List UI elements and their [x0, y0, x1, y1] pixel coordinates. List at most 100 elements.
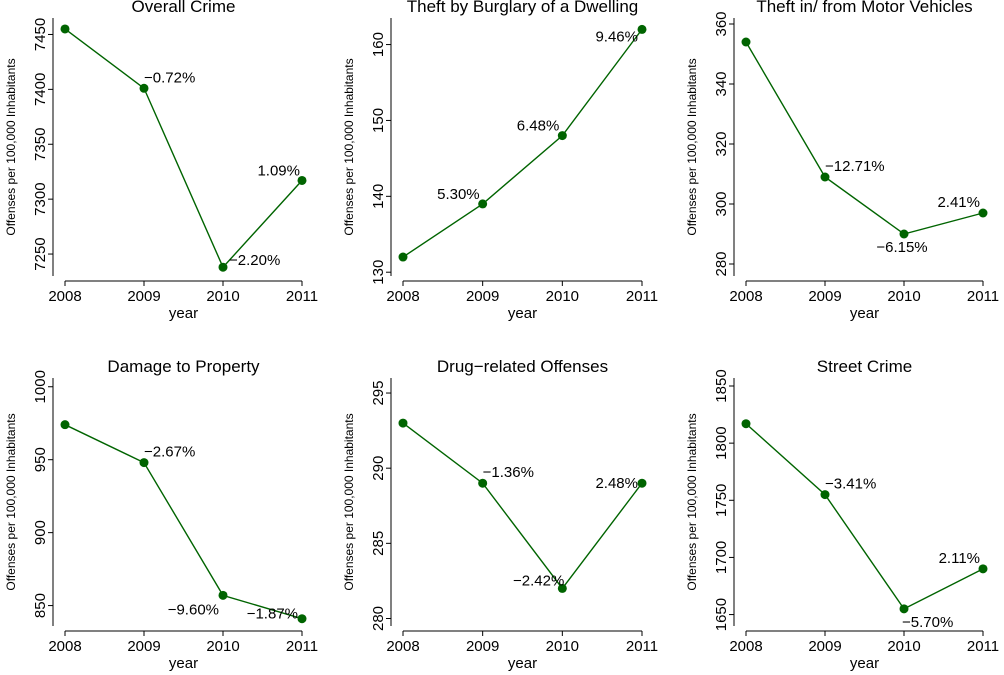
y-axis-label: Offenses per 100,000 Inhabitants: [4, 58, 18, 235]
x-tick-label: 2008: [48, 288, 81, 305]
data-point: [297, 175, 307, 185]
y-tick-label: 7400: [32, 73, 49, 106]
x-tick-label: 2008: [729, 638, 762, 655]
x-axis-label: year: [169, 655, 198, 672]
x-tick-label: 2010: [887, 638, 920, 655]
y-tick-label: 850: [32, 593, 49, 618]
data-label: 1.09%: [257, 162, 300, 179]
y-tick-label: 280: [370, 606, 387, 631]
y-tick-label: 285: [370, 531, 387, 556]
data-label: −6.15%: [876, 239, 927, 256]
y-tick-label: 360: [713, 11, 730, 36]
data-point: [557, 583, 567, 593]
data-point: [60, 24, 70, 34]
x-tick-label: 2011: [286, 288, 318, 305]
x-tick-label: 2010: [546, 288, 579, 305]
data-point: [478, 478, 488, 488]
x-tick-label: 2011: [626, 638, 658, 655]
data-point: [297, 614, 307, 624]
y-axis-label: Offenses per 100,000 Inhabitants: [342, 58, 356, 235]
panel-title: Overall Crime: [132, 0, 236, 16]
y-tick-label: 7350: [32, 128, 49, 161]
panel-title: Theft by Burglary of a Dwelling: [407, 0, 639, 16]
y-tick-label: 140: [370, 184, 387, 209]
y-tick-label: 280: [713, 251, 730, 276]
y-tick-label: 320: [713, 131, 730, 156]
y-tick-label: 1850: [713, 369, 730, 402]
series-line: [64, 28, 303, 269]
data-point: [899, 604, 909, 614]
data-point: [218, 590, 228, 600]
y-tick-label: 1750: [713, 484, 730, 517]
data-label: −0.72%: [144, 69, 195, 86]
y-axis-label: Offenses per 100,000 Inhabitants: [342, 413, 356, 590]
data-label: 9.46%: [595, 28, 638, 45]
data-label: 2.41%: [937, 194, 980, 211]
y-axis-label: Offenses per 100,000 Inhabitants: [4, 413, 18, 590]
data-point: [978, 208, 988, 218]
y-tick-label: 1800: [713, 426, 730, 459]
data-label: −5.70%: [902, 614, 953, 631]
x-tick-label: 2009: [127, 288, 160, 305]
chart-panel-3: Theft in/ from Motor Vehicles 2008 2009 201…: [685, 0, 999, 322]
x-tick-label: 2011: [626, 288, 658, 305]
x-axis-label: year: [508, 655, 537, 672]
data-point: [820, 172, 830, 182]
y-tick-label: 1650: [713, 598, 730, 631]
data-label: −2.42%: [513, 572, 564, 589]
x-tick-label: 2010: [546, 638, 579, 655]
data-point: [218, 262, 228, 272]
x-tick-label: 2009: [466, 288, 499, 305]
chart-panel-5: Drug−related Offenses 2008 2009 2010 2011 yea…: [342, 357, 658, 672]
y-axis-label: Offenses per 100,000 Inhabitants: [685, 58, 699, 235]
series-line: [402, 28, 643, 258]
x-tick-label: 2008: [48, 638, 81, 655]
x-axis-label: year: [850, 305, 879, 322]
data-point: [741, 419, 751, 429]
data-label: 2.48%: [595, 475, 638, 492]
y-tick-label: 7450: [32, 18, 49, 51]
x-tick-label: 2009: [466, 638, 499, 655]
x-tick-label: 2009: [808, 288, 841, 305]
x-tick-label: 2009: [808, 638, 841, 655]
x-axis-label: year: [508, 305, 537, 322]
y-tick-label: 290: [370, 456, 387, 481]
y-tick-label: 1000: [32, 370, 49, 403]
data-point: [139, 83, 149, 93]
y-axis-label: Offenses per 100,000 Inhabitants: [685, 413, 699, 590]
data-point: [478, 199, 488, 209]
y-tick-label: 7300: [32, 182, 49, 215]
y-tick-label: 160: [370, 32, 387, 57]
data-label: −9.60%: [168, 601, 219, 618]
data-point: [820, 490, 830, 500]
data-point: [741, 37, 751, 47]
panel-title: Damage to Property: [107, 357, 260, 376]
data-label: −3.41%: [825, 476, 876, 493]
data-label: 2.11%: [939, 550, 980, 567]
y-tick-label: 950: [32, 447, 49, 472]
x-tick-label: 2011: [967, 638, 999, 655]
data-label: −12.71%: [825, 158, 885, 175]
y-tick-label: 340: [713, 71, 730, 96]
data-point: [637, 24, 647, 34]
data-label: −2.67%: [144, 444, 195, 461]
panel-title: Theft in/ from Motor Vehicles: [756, 0, 972, 16]
chart-panel-4: Damage to Property 2008 2009 2010 2011 year 85…: [4, 357, 318, 672]
panel-title: Street Crime: [817, 357, 912, 376]
chart-panel-1: Overall Crime 2008 2009 2010 2011 year 7250 730…: [4, 0, 318, 322]
series-line: [745, 41, 984, 235]
data-point: [139, 458, 149, 468]
y-tick-label: 150: [370, 108, 387, 133]
series-line: [64, 424, 303, 620]
x-tick-label: 2011: [286, 638, 318, 655]
x-tick-label: 2009: [127, 638, 160, 655]
x-tick-label: 2010: [206, 288, 239, 305]
data-point: [398, 252, 408, 262]
x-tick-label: 2010: [206, 638, 239, 655]
data-label: 6.48%: [517, 118, 560, 135]
series-line: [402, 422, 643, 590]
data-point: [60, 420, 70, 430]
y-tick-label: 900: [32, 520, 49, 545]
x-tick-label: 2008: [386, 288, 419, 305]
